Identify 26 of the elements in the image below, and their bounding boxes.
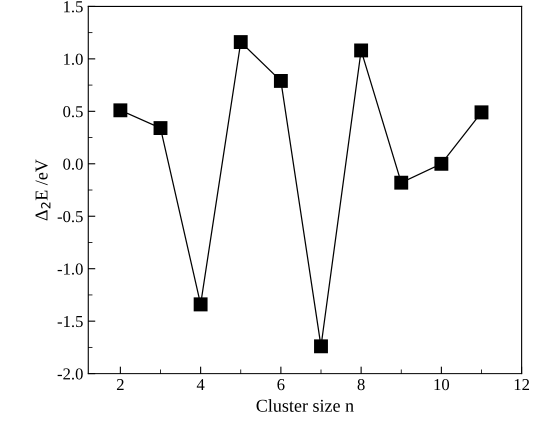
- y-tick-label: -1.0: [58, 263, 83, 275]
- y-tick-label: 0.5: [63, 106, 83, 118]
- point: [154, 121, 168, 136]
- point: [274, 74, 288, 88]
- y-tick-label: 1.5: [64, 1, 83, 12]
- x-axis-title: Cluster size n: [256, 399, 354, 412]
- y-tick-label: 0.0: [63, 158, 83, 170]
- point: [194, 297, 208, 312]
- y-tick-label: -2.0: [58, 368, 83, 380]
- x-tick-label: 6: [277, 379, 285, 390]
- point: [474, 105, 488, 120]
- point: [434, 156, 448, 171]
- y-tick-label: -0.5: [58, 210, 83, 222]
- x-tick-label: 12: [514, 379, 530, 390]
- y-tick-label: -1.5: [58, 316, 83, 328]
- y-axis-title: Δ$_{2}$E /eV: [36, 159, 50, 220]
- y-tick-label: 1.0: [64, 54, 83, 65]
- x-tick-label: 2: [116, 379, 124, 390]
- point: [394, 176, 408, 190]
- point: [234, 35, 248, 50]
- point: [354, 44, 368, 58]
- x-tick-label: 10: [434, 378, 450, 390]
- point: [113, 103, 128, 118]
- point: [314, 339, 328, 354]
- x-tick-label: 8: [358, 378, 365, 390]
- x-tick-label: 4: [196, 379, 205, 390]
